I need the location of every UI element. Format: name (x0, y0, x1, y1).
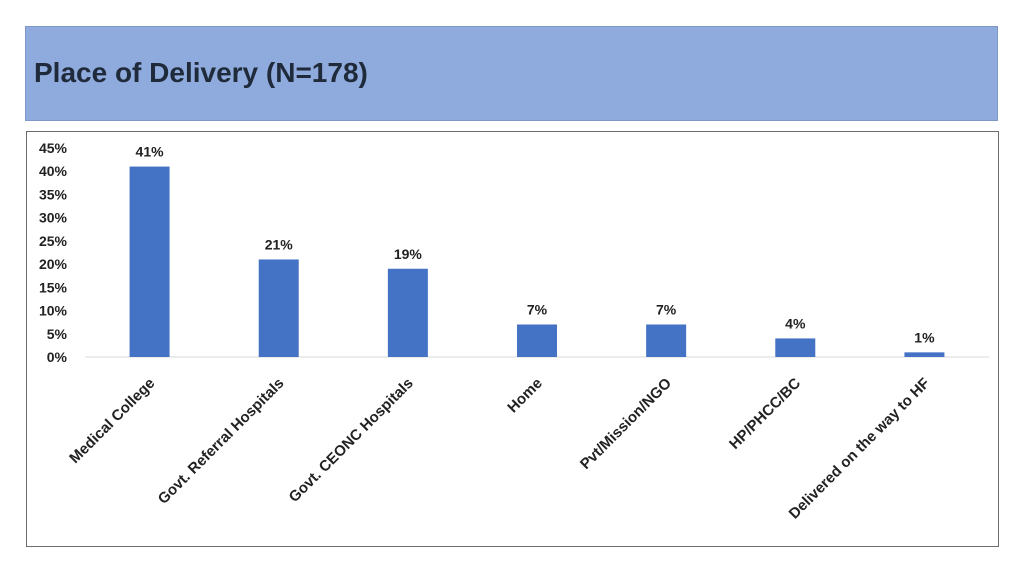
category-label: HP/PHCC/BC (726, 375, 804, 453)
data-label: 1% (914, 329, 935, 345)
data-label: 7% (656, 301, 677, 317)
category-label: Medical College (66, 375, 158, 467)
y-tick-label: 10% (39, 303, 68, 319)
category-label: Home (504, 375, 545, 416)
category-label: Delivered on the way to HF (786, 375, 934, 523)
y-tick-label: 15% (39, 279, 68, 295)
y-tick-label: 25% (39, 233, 68, 249)
y-tick-label: 0% (47, 349, 68, 365)
y-tick-label: 45% (39, 140, 68, 156)
bar (775, 338, 816, 357)
title-bar: Place of Delivery (N=178) (25, 26, 998, 121)
category-label: Govt. Referral Hospitals (155, 375, 288, 508)
bar (129, 166, 170, 357)
data-label: 19% (394, 246, 423, 262)
y-tick-label: 20% (39, 256, 68, 272)
data-label: 7% (527, 301, 548, 317)
page-title: Place of Delivery (N=178) (34, 57, 368, 88)
bar (646, 324, 687, 357)
bar (387, 268, 428, 357)
chart-frame: 0% 5% 10% 15% 20% 25% 30% 35% 40% 45% 41% Medical C… (26, 131, 999, 547)
y-tick-label: 5% (47, 326, 68, 342)
y-tick-label: 35% (39, 186, 68, 202)
bar (904, 352, 945, 357)
data-label: 21% (265, 236, 294, 252)
bar-chart: 0% 5% 10% 15% 20% 25% 30% 35% 40% 45% 41% Medical C… (39, 140, 989, 523)
category-label: Pvt/Mission/NGO (577, 375, 675, 473)
y-tick-label: 30% (39, 210, 68, 226)
bar (517, 324, 557, 357)
category-label: Govt. CEONC Hospitals (286, 375, 417, 506)
y-tick-label: 40% (39, 163, 68, 179)
data-label: 41% (136, 144, 165, 160)
data-label: 4% (785, 315, 806, 331)
bar (258, 259, 299, 357)
